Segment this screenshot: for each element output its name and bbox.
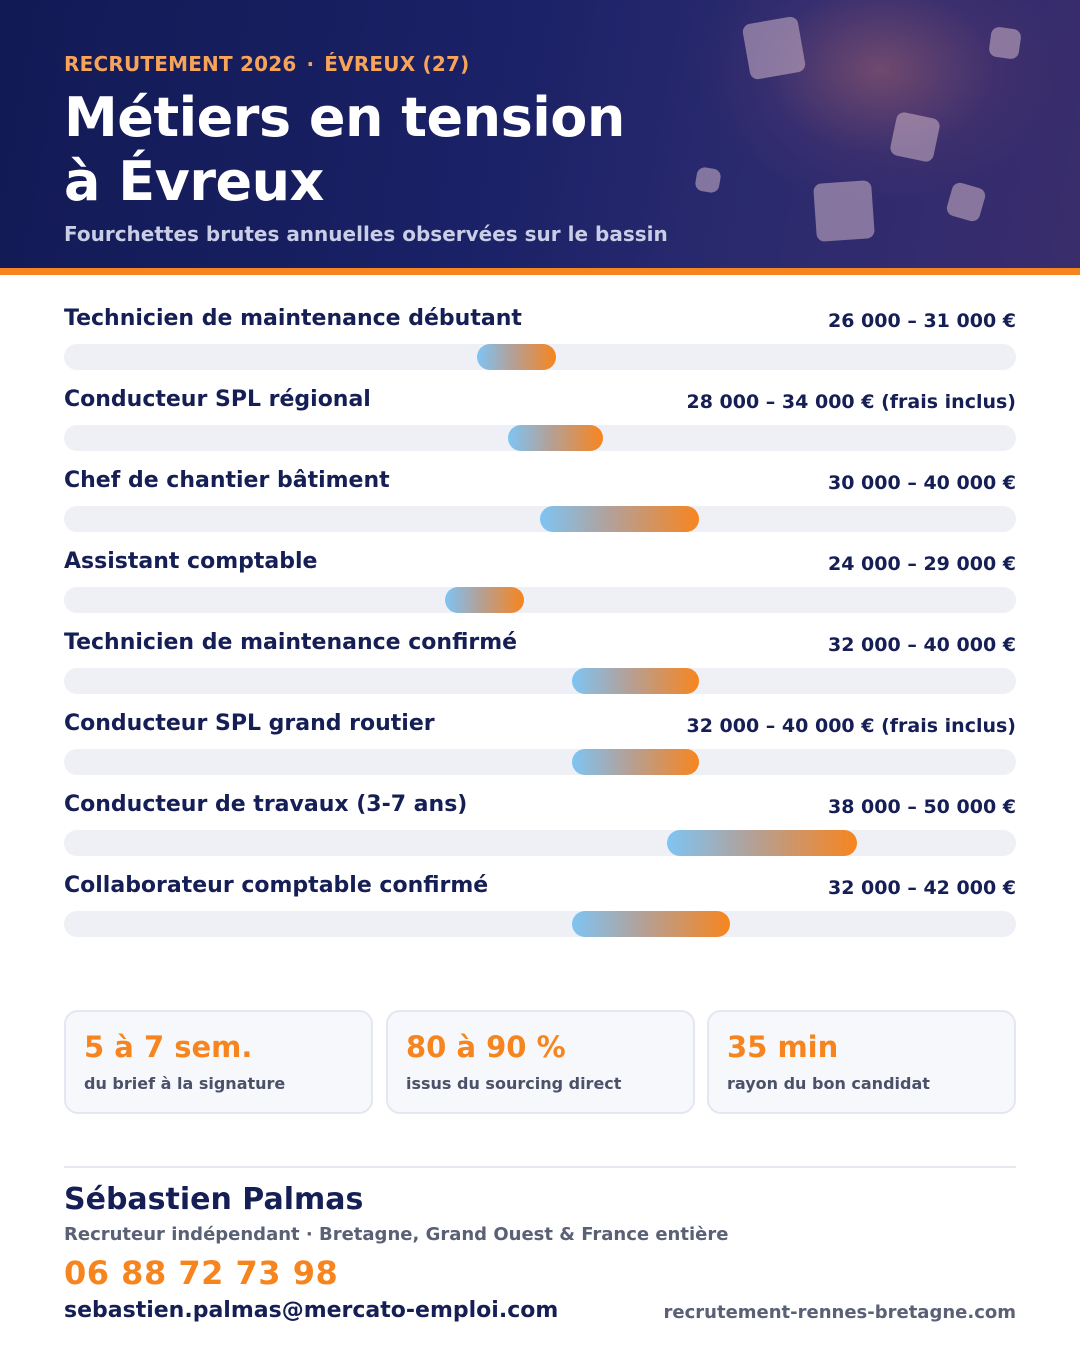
range-bar [571,749,699,775]
stat-label: du brief à la signature [84,1074,286,1093]
range-track [64,749,1016,775]
header-kicker: RECRUTEMENT 2026 · ÉVREUX (27) [64,52,469,76]
range-track [64,911,1016,937]
range-track [64,344,1016,370]
stat-value: 80 à 90 % [406,1030,566,1064]
stat-value: 35 min [727,1030,839,1064]
stat-label: rayon du bon candidat [727,1074,930,1093]
category-label: Collaborateur comptable confirmé [64,873,489,898]
title-line-1: Métiers en tension [64,86,625,149]
range-track [64,425,1016,451]
range-bar [476,344,556,370]
stat-value: 5 à 7 sem. [84,1030,253,1064]
kicker-separator: · [306,52,315,76]
range-bar [540,506,699,532]
chart-row: Conducteur SPL régional 28 000 – 34 000 €… [64,385,1016,466]
header-banner: RECRUTEMENT 2026 · ÉVREUX (27) Métiers en … [0,0,1080,268]
chart-row: Chef de chantier bâtiment 30 000 – 40 000… [64,466,1016,547]
header-accent-stripe [0,268,1080,275]
stat-card-radius: 35 min rayon du bon candidat [707,1010,1016,1114]
chart-row: Conducteur SPL grand routier 32 000 – 40 … [64,709,1016,790]
range-track [64,830,1016,856]
page-title: Métiers en tension à Évreux [64,86,784,214]
contact-website-link[interactable]: recrutement-rennes-bretagne.com [663,1302,1016,1323]
chart-row: Collaborateur comptable confirmé 32 000 –… [64,871,1016,952]
contact-role: Recruteur indépendant · Bretagne, Grand … [64,1224,729,1245]
range-value-label: 38 000 – 50 000 € [828,796,1016,818]
contact-phone-link[interactable]: 06 88 72 73 98 [64,1254,339,1292]
decorative-square-icon [888,110,942,164]
range-bar [571,668,699,694]
page-subtitle: Fourchettes brutes annuelles observées s… [64,222,668,246]
category-label: Technicien de maintenance débutant [64,306,522,331]
category-label: Assistant comptable [64,549,318,574]
stat-label: issus du sourcing direct [406,1074,622,1093]
stats-panel: 5 à 7 sem. du brief à la signature 80 à … [64,1010,1016,1114]
range-bar [666,830,858,856]
range-bar [508,425,604,451]
stat-card-delay: 5 à 7 sem. du brief à la signature [64,1010,373,1114]
contact-email-link[interactable]: sebastien.palmas@mercato-emploi.com [64,1298,559,1323]
category-label: Conducteur SPL régional [64,387,371,412]
range-track [64,668,1016,694]
category-label: Conducteur de travaux (3-7 ans) [64,792,468,817]
range-value-label: 32 000 – 40 000 € [828,634,1016,656]
decorative-square-icon [813,180,875,242]
footer-divider [64,1166,1016,1168]
decorative-square-icon [988,26,1022,60]
range-track [64,506,1016,532]
kicker-location: ÉVREUX (27) [324,52,470,76]
range-value-label: 28 000 – 34 000 € (frais inclus) [686,391,1016,413]
chart-row: Technicien de maintenance débutant 26 000… [64,304,1016,385]
range-value-label: 32 000 – 40 000 € (frais inclus) [686,715,1016,737]
chart-row: Assistant comptable 24 000 – 29 000 € [64,547,1016,628]
range-value-label: 26 000 – 31 000 € [828,310,1016,332]
contact-name: Sébastien Palmas [64,1182,364,1217]
chart-row: Technicien de maintenance confirmé 32 000… [64,628,1016,709]
kicker-year: RECRUTEMENT 2026 [64,52,297,76]
range-track [64,587,1016,613]
range-value-label: 24 000 – 29 000 € [828,553,1016,575]
decorative-square-icon [741,15,807,81]
category-label: Chef de chantier bâtiment [64,468,390,493]
chart-row: Conducteur de travaux (3-7 ans) 38 000 – … [64,790,1016,871]
range-value-label: 32 000 – 42 000 € [828,877,1016,899]
salary-range-chart: Technicien de maintenance débutant 26 000… [64,304,1016,952]
stat-card-sourcing: 80 à 90 % issus du sourcing direct [386,1010,695,1114]
category-label: Conducteur SPL grand routier [64,711,435,736]
category-label: Technicien de maintenance confirmé [64,630,518,655]
range-value-label: 30 000 – 40 000 € [828,472,1016,494]
range-bar [444,587,525,613]
range-bar [571,911,731,937]
title-line-2: à Évreux [64,150,324,213]
